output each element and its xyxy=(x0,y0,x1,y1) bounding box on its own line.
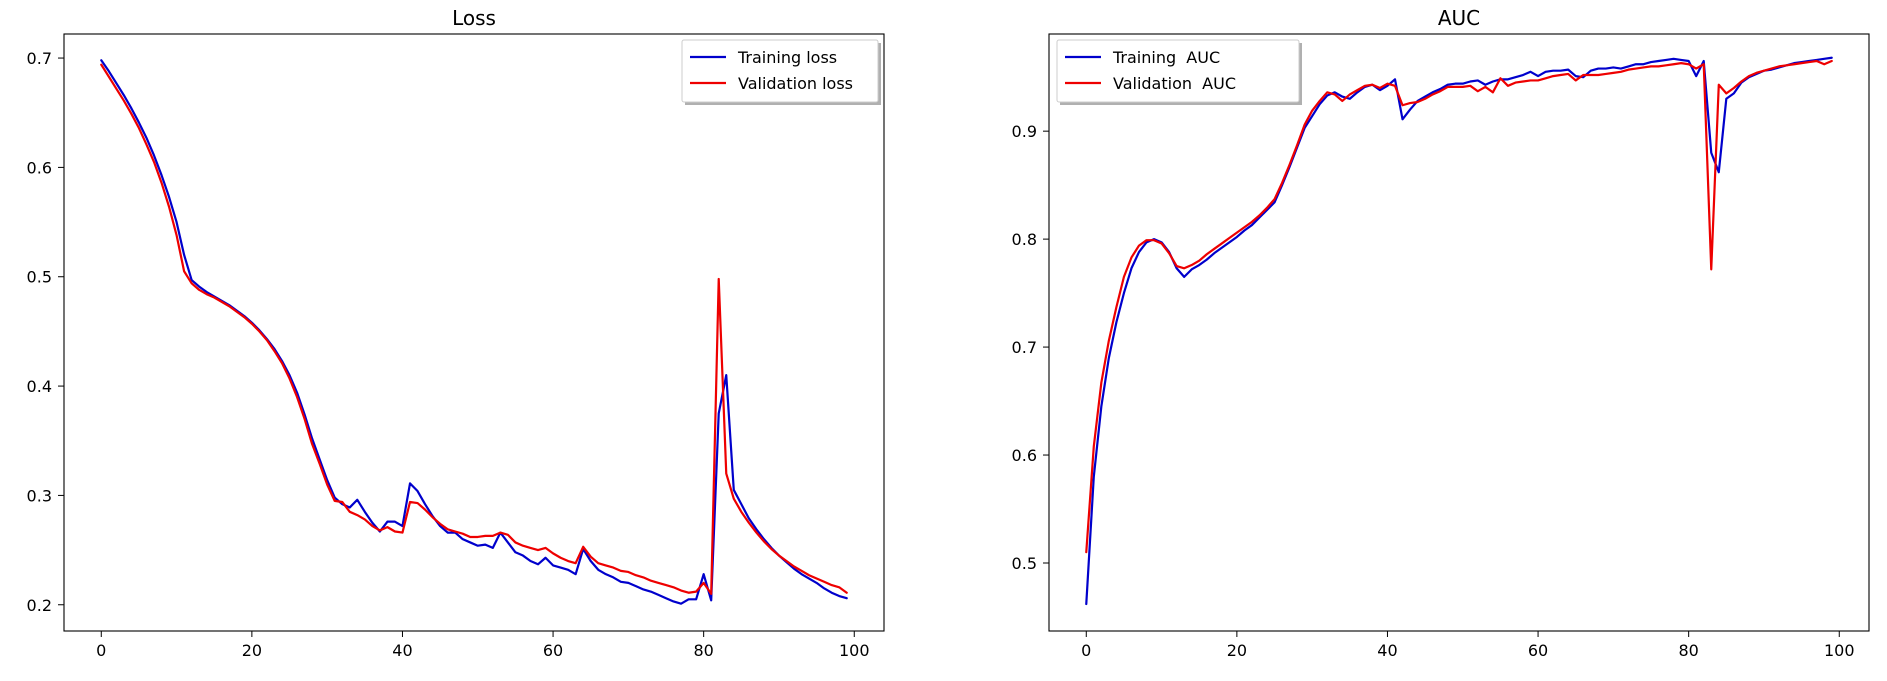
auc-y-tick-label: 0.5 xyxy=(1012,554,1037,573)
auc-y-tick-label: 0.6 xyxy=(1012,446,1037,465)
loss-chart: Loss 0 20 40 60 80 100 0.2 0.3 0.4 0.5 0.6 0.7 Tra… xyxy=(27,6,885,660)
auc-legend-training-label: Training AUC xyxy=(1112,48,1220,67)
loss-x-axis: 0 20 40 60 80 100 xyxy=(96,631,870,660)
auc-series-lines xyxy=(1085,56,1833,606)
auc-y-tick-label: 0.8 xyxy=(1012,230,1037,249)
loss-x-tick-label: 100 xyxy=(839,641,870,660)
loss-y-axis: 0.2 0.3 0.4 0.5 0.6 0.7 xyxy=(27,49,64,615)
auc-plot-frame xyxy=(1048,33,1870,632)
loss-series-line-validation xyxy=(100,63,848,595)
auc-legend-box xyxy=(1056,39,1300,103)
loss-plot-frame xyxy=(63,33,885,632)
auc-x-tick-label: 0 xyxy=(1081,641,1091,660)
auc-series-line-validation xyxy=(1085,59,1833,554)
auc-series-line-training xyxy=(1085,56,1833,606)
loss-x-tick-label: 40 xyxy=(392,641,412,660)
loss-legend[interactable]: Training loss Validation loss xyxy=(681,39,881,105)
loss-y-tick-label: 0.7 xyxy=(27,49,52,68)
loss-legend-validation-label: Validation loss xyxy=(738,74,853,93)
loss-y-tick-label: 0.3 xyxy=(27,486,52,505)
loss-legend-training-label: Training loss xyxy=(737,48,837,67)
auc-chart: AUC 0 20 40 60 80 100 0.5 0.6 0.7 0.8 0.9 Trainin… xyxy=(1012,6,1870,660)
loss-chart-title: Loss xyxy=(452,6,496,30)
loss-y-tick-label: 0.6 xyxy=(27,158,52,177)
loss-x-tick-label: 80 xyxy=(693,641,713,660)
auc-chart-title: AUC xyxy=(1438,6,1480,30)
loss-y-tick-label: 0.2 xyxy=(27,596,52,615)
auc-x-tick-label: 20 xyxy=(1227,641,1247,660)
loss-series-lines xyxy=(100,59,848,605)
auc-x-tick-label: 80 xyxy=(1678,641,1698,660)
auc-x-tick-label: 100 xyxy=(1824,641,1855,660)
loss-legend-box xyxy=(681,39,879,103)
loss-y-tick-label: 0.5 xyxy=(27,268,52,287)
auc-x-axis: 0 20 40 60 80 100 xyxy=(1081,631,1855,660)
auc-legend[interactable]: Training AUC Validation AUC xyxy=(1056,39,1302,105)
auc-x-tick-label: 60 xyxy=(1528,641,1548,660)
loss-x-tick-label: 60 xyxy=(543,641,563,660)
auc-legend-validation-label: Validation AUC xyxy=(1113,74,1236,93)
loss-x-tick-label: 20 xyxy=(242,641,262,660)
loss-x-tick-label: 0 xyxy=(96,641,106,660)
auc-y-tick-label: 0.9 xyxy=(1012,122,1037,141)
auc-y-axis: 0.5 0.6 0.7 0.8 0.9 xyxy=(1012,122,1049,573)
auc-x-tick-label: 40 xyxy=(1377,641,1397,660)
loss-y-tick-label: 0.4 xyxy=(27,377,52,396)
auc-y-tick-label: 0.7 xyxy=(1012,338,1037,357)
